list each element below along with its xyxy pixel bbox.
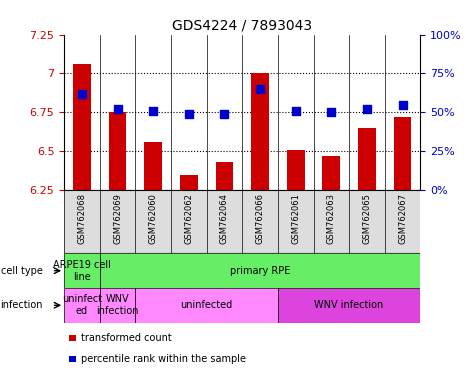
Text: WNV infection: WNV infection bbox=[314, 300, 384, 310]
Point bbox=[292, 108, 299, 114]
Text: GSM762062: GSM762062 bbox=[184, 193, 193, 244]
Bar bbox=[73, 64, 91, 190]
Point bbox=[399, 101, 407, 108]
Text: GSM762064: GSM762064 bbox=[220, 193, 229, 244]
Text: GSM762063: GSM762063 bbox=[327, 193, 336, 244]
Text: GSM762067: GSM762067 bbox=[398, 193, 407, 244]
Text: uninfect
ed: uninfect ed bbox=[62, 295, 102, 316]
Bar bbox=[135, 190, 171, 253]
Text: transformed count: transformed count bbox=[81, 333, 172, 343]
Bar bbox=[314, 190, 349, 253]
Bar bbox=[323, 156, 340, 190]
Text: ARPE19 cell
line: ARPE19 cell line bbox=[53, 260, 111, 281]
Point bbox=[185, 111, 193, 117]
Bar bbox=[242, 190, 278, 253]
Bar bbox=[207, 190, 242, 253]
Text: primary RPE: primary RPE bbox=[230, 266, 290, 276]
Bar bbox=[287, 150, 304, 190]
Bar bbox=[358, 128, 376, 190]
Text: GSM762066: GSM762066 bbox=[256, 193, 265, 244]
Text: GSM762065: GSM762065 bbox=[362, 193, 371, 244]
Bar bbox=[180, 174, 198, 190]
Bar bbox=[278, 288, 420, 323]
Text: GSM762061: GSM762061 bbox=[291, 193, 300, 244]
Text: uninfected: uninfected bbox=[180, 300, 233, 310]
Text: cell type: cell type bbox=[1, 266, 43, 276]
Text: GSM762069: GSM762069 bbox=[113, 193, 122, 244]
Bar bbox=[394, 117, 411, 190]
Text: percentile rank within the sample: percentile rank within the sample bbox=[81, 354, 246, 364]
Text: WNV
infection: WNV infection bbox=[96, 295, 139, 316]
Point bbox=[256, 86, 264, 92]
Bar bbox=[216, 162, 233, 190]
Title: GDS4224 / 7893043: GDS4224 / 7893043 bbox=[172, 18, 313, 32]
Bar bbox=[64, 288, 100, 323]
Text: infection: infection bbox=[0, 300, 43, 310]
Point bbox=[328, 109, 335, 116]
Point bbox=[220, 111, 228, 117]
Bar bbox=[109, 112, 126, 190]
Point bbox=[78, 91, 86, 97]
Bar bbox=[100, 190, 135, 253]
Text: GSM762068: GSM762068 bbox=[77, 193, 86, 244]
Point bbox=[149, 108, 157, 114]
Bar bbox=[171, 190, 207, 253]
Text: GSM762060: GSM762060 bbox=[149, 193, 158, 244]
Bar bbox=[64, 253, 100, 288]
Bar bbox=[100, 288, 135, 323]
Bar bbox=[278, 190, 314, 253]
Bar bbox=[135, 288, 278, 323]
Point bbox=[363, 106, 371, 112]
Bar bbox=[385, 190, 420, 253]
Point bbox=[114, 106, 122, 112]
Bar bbox=[64, 190, 100, 253]
Bar bbox=[251, 73, 269, 190]
Bar bbox=[144, 142, 162, 190]
Bar bbox=[349, 190, 385, 253]
